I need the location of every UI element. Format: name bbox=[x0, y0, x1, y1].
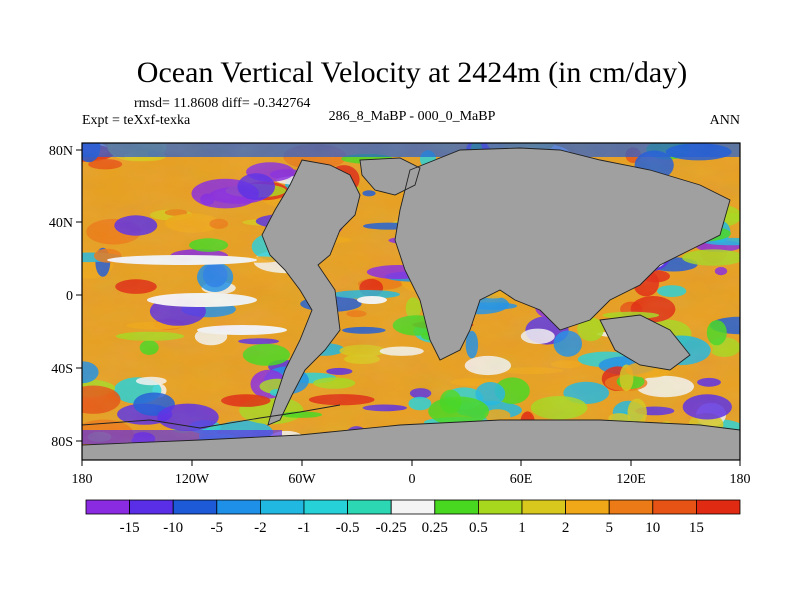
colorbar-swatch bbox=[477, 499, 523, 515]
colorbar-swatch bbox=[652, 499, 697, 515]
longitude-ticks: 180 120W 60W 0 60E 120E 180 bbox=[72, 460, 751, 487]
land-region bbox=[82, 420, 740, 460]
coastline bbox=[82, 404, 341, 429]
map-field bbox=[82, 143, 740, 460]
coastline bbox=[394, 147, 731, 361]
colorbar-label: -5 bbox=[211, 520, 224, 536]
coastline bbox=[82, 419, 740, 460]
colorbar-swatch bbox=[696, 499, 741, 515]
coastline bbox=[599, 314, 691, 371]
colorbar-label: 1 bbox=[518, 520, 526, 536]
colorbar-swatch bbox=[216, 499, 261, 515]
lon-tick-label: 180 bbox=[730, 472, 751, 487]
colorbar-label: -2 bbox=[254, 520, 267, 536]
colorbar-label: 2 bbox=[562, 520, 570, 536]
lon-tick-label: 60E bbox=[510, 472, 533, 487]
lon-tick-label: 60W bbox=[288, 472, 316, 487]
land-region bbox=[395, 148, 730, 360]
colorbar-swatch bbox=[129, 499, 174, 515]
season-label: ANN bbox=[710, 113, 740, 128]
lat-tick-label: 80N bbox=[49, 144, 73, 159]
colorbar-label: -1 bbox=[298, 520, 311, 536]
lat-tick-label: 0 bbox=[66, 289, 73, 304]
colorbar-label: 10 bbox=[645, 520, 660, 536]
colorbar-swatch bbox=[565, 499, 610, 515]
lon-tick-label: 120E bbox=[616, 472, 646, 487]
colorbar-label: -15 bbox=[120, 520, 140, 536]
colorbar-swatch bbox=[172, 499, 218, 515]
coastline bbox=[261, 159, 361, 426]
colorbar-swatch bbox=[259, 499, 305, 515]
land-region bbox=[262, 160, 360, 425]
colorbar-label: 5 bbox=[605, 520, 613, 536]
lat-tick-label: 40N bbox=[49, 216, 73, 231]
lat-tick-label: 40S bbox=[51, 362, 73, 377]
colorbar-swatch bbox=[434, 499, 479, 515]
colorbar: -15 -10 -5 -2 -1 -0.5 -0.25 0.25 0.5 1 2 5 10 15 bbox=[85, 499, 741, 536]
colorbar-swatch bbox=[608, 499, 654, 515]
colorbar-swatch bbox=[347, 499, 392, 515]
colorbar-swatch bbox=[85, 499, 130, 515]
lon-tick-label: 180 bbox=[72, 472, 93, 487]
colorbar-swatch bbox=[390, 499, 436, 515]
latitude-ticks: 80N 40N 0 40S 80S bbox=[49, 144, 82, 450]
stats-label: rmsd= 11.8608 diff= -0.342764 bbox=[134, 96, 310, 111]
map-title: Ocean Vertical Velocity at 2424m (in cm/… bbox=[137, 56, 687, 89]
coastlines bbox=[82, 147, 740, 460]
colorbar-label: 0.5 bbox=[469, 520, 488, 536]
map-frame bbox=[81, 142, 741, 461]
comparison-label: 286_8_MaBP - 000_0_MaBP bbox=[329, 109, 496, 124]
colorbar-label: 15 bbox=[689, 520, 704, 536]
colorbar-swatch bbox=[521, 499, 566, 515]
land-region bbox=[360, 158, 420, 195]
land-mask bbox=[82, 148, 740, 460]
colorbar-label: 0.25 bbox=[422, 520, 448, 536]
lon-tick-label: 120W bbox=[175, 472, 210, 487]
lon-tick-label: 0 bbox=[409, 472, 416, 487]
experiment-label: Expt = teXxf-texka bbox=[82, 113, 191, 128]
colorbar-label: -10 bbox=[163, 520, 183, 536]
colorbar-label: -0.25 bbox=[376, 520, 407, 536]
colorbar-swatch bbox=[303, 499, 348, 515]
lat-tick-label: 80S bbox=[51, 435, 73, 450]
colorbar-label: -0.5 bbox=[336, 520, 360, 536]
